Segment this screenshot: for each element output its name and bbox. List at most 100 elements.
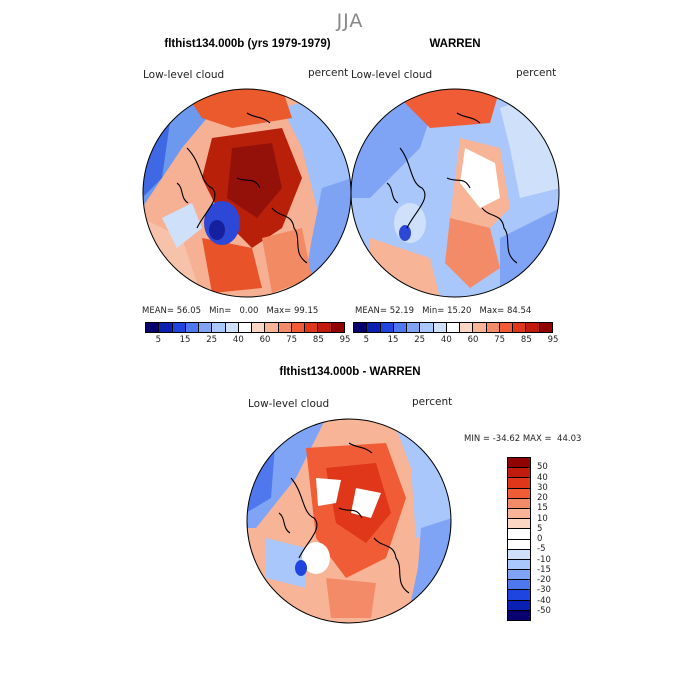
season-title: JJA bbox=[336, 10, 364, 32]
panel1-mean: 56.05 bbox=[176, 306, 202, 316]
colorbar-tick-label: -15 bbox=[537, 564, 551, 575]
panel2-units: percent bbox=[516, 67, 557, 79]
colorbar-tick-label: 75 bbox=[494, 335, 506, 345]
colorbar-tick-label: -20 bbox=[537, 575, 551, 585]
colorbar-tick-label: 40 bbox=[440, 335, 452, 345]
colorbar-swatch bbox=[508, 559, 530, 571]
panel2-mean-label: MEAN= bbox=[355, 306, 387, 316]
colorbar-tick-label: 30 bbox=[537, 482, 548, 493]
colorbar-swatch bbox=[508, 498, 530, 509]
colorbar-swatch bbox=[446, 323, 461, 332]
colorbar-tick-label: -40 bbox=[537, 595, 551, 606]
panel1-mean-label: MEAN= bbox=[142, 306, 174, 316]
colorbar-tick-label: 75 bbox=[286, 335, 298, 345]
colorbar-tick-label: 60 bbox=[467, 335, 479, 345]
colorbar-tick-label: 25 bbox=[206, 335, 218, 345]
diff-title: flthist134.000b - WARREN bbox=[279, 366, 421, 378]
colorbar-tick-label: 95 bbox=[547, 335, 559, 345]
colorbar-tick-label: 95 bbox=[339, 335, 351, 345]
panel1-min: 0.00 bbox=[239, 306, 259, 316]
colorbar-tick-label: 5 bbox=[537, 523, 543, 534]
colorbar-tick-label: 50 bbox=[537, 462, 548, 473]
panel2-mean: 52.19 bbox=[389, 306, 415, 316]
colorbar-swatch bbox=[513, 323, 527, 332]
panel1-var-label: Low-level cloud bbox=[143, 69, 225, 81]
colorbar-swatch bbox=[526, 323, 540, 332]
colorbar-swatch bbox=[159, 323, 173, 332]
colorbar-tick-label: 0 bbox=[537, 534, 543, 544]
diff-min: -34.62 bbox=[492, 434, 521, 444]
diff-map bbox=[246, 418, 452, 624]
diff-units: percent bbox=[412, 396, 453, 408]
panel2-map bbox=[350, 88, 560, 298]
colorbar-swatch bbox=[420, 323, 434, 332]
colorbar-swatch bbox=[486, 323, 500, 332]
diff-max: 44.03 bbox=[557, 434, 582, 444]
colorbar-swatch bbox=[508, 539, 530, 550]
colorbar-swatch bbox=[508, 519, 530, 530]
colorbar-tick-label: -30 bbox=[537, 585, 551, 596]
colorbar-swatch bbox=[508, 590, 530, 601]
panel1-max: 99.15 bbox=[293, 306, 319, 316]
colorbar-swatch bbox=[367, 323, 381, 332]
colorbar-tick-label: 15 bbox=[387, 335, 399, 345]
colorbar-swatch bbox=[172, 323, 186, 332]
colorbar-tick-label: 5 bbox=[155, 335, 162, 345]
colorbar-swatch bbox=[539, 323, 552, 332]
colorbar-swatch bbox=[508, 488, 530, 499]
panel2-min-label: Min= bbox=[422, 306, 445, 316]
panel2-max: 84.54 bbox=[506, 306, 532, 316]
colorbar-swatch bbox=[508, 610, 530, 620]
colorbar-swatch bbox=[508, 508, 530, 520]
diff-max-label: MAX = bbox=[522, 434, 552, 444]
panel2-colorbar-ticks: 5 15 25 40 60 75 85 95 bbox=[353, 335, 559, 347]
diff-colorbar-ticks: 50 40 30 20 15 10 5 0 -5 -10 -15 -20 -30 -40 -50 bbox=[537, 457, 577, 621]
colorbar-tick-label: -5 bbox=[537, 544, 546, 555]
colorbar-tick-label: 85 bbox=[520, 335, 532, 345]
panel1-colorbar: 5 15 25 40 60 75 85 95 bbox=[145, 322, 351, 347]
colorbar-swatch bbox=[508, 529, 530, 540]
colorbar-swatch bbox=[393, 323, 408, 332]
colorbar-swatch bbox=[354, 323, 368, 332]
panel1-min-label: Min= bbox=[209, 306, 232, 316]
colorbar-swatch bbox=[185, 323, 200, 332]
colorbar-tick-label: 5 bbox=[363, 335, 370, 345]
colorbar-swatch bbox=[499, 323, 514, 332]
colorbar-swatch bbox=[508, 580, 530, 591]
colorbar-swatch bbox=[291, 323, 306, 332]
panel1-colorbar-swatches bbox=[145, 322, 345, 333]
colorbar-swatch bbox=[278, 323, 292, 332]
colorbar-swatch bbox=[212, 323, 226, 332]
colorbar-swatch bbox=[508, 570, 530, 581]
colorbar-tick-label: 25 bbox=[414, 335, 426, 345]
colorbar-swatch bbox=[225, 323, 239, 332]
panel2-colorbar-swatches bbox=[353, 322, 553, 333]
colorbar-swatch bbox=[331, 323, 344, 332]
panel2-max-label: Max= bbox=[479, 306, 505, 316]
colorbar-swatch bbox=[380, 323, 394, 332]
colorbar-tick-label: 40 bbox=[537, 472, 548, 483]
colorbar-swatch bbox=[305, 323, 319, 332]
colorbar-swatch bbox=[508, 600, 530, 611]
panel2-title: WARREN bbox=[429, 38, 481, 50]
panel1-title: flthist134.000b (yrs 1979-1979) bbox=[164, 38, 331, 50]
colorbar-tick-label: 60 bbox=[259, 335, 271, 345]
panel2-min: 15.20 bbox=[447, 306, 472, 316]
diff-var-label: Low-level cloud bbox=[248, 398, 330, 410]
diff-min-label: MIN = bbox=[464, 434, 491, 444]
diff-colorbar bbox=[507, 457, 531, 621]
colorbar-swatch bbox=[238, 323, 253, 332]
colorbar-swatch bbox=[146, 323, 160, 332]
colorbar-tick-label: -10 bbox=[537, 554, 551, 565]
colorbar-swatch bbox=[407, 323, 421, 332]
colorbar-tick-label: 15 bbox=[537, 503, 548, 514]
panel1-colorbar-ticks: 5 15 25 40 60 75 85 95 bbox=[145, 335, 351, 347]
colorbar-tick-label: 10 bbox=[537, 513, 548, 524]
colorbar-swatch bbox=[508, 458, 530, 469]
colorbar-tick-label: 15 bbox=[179, 335, 191, 345]
colorbar-swatch bbox=[508, 549, 530, 560]
colorbar-swatch bbox=[460, 323, 474, 332]
colorbar-tick-label: 20 bbox=[537, 493, 548, 503]
panel2-stats: MEAN= 52.19 Min= 15.20 Max= 84.54 bbox=[355, 306, 531, 316]
colorbar-swatch bbox=[433, 323, 447, 332]
